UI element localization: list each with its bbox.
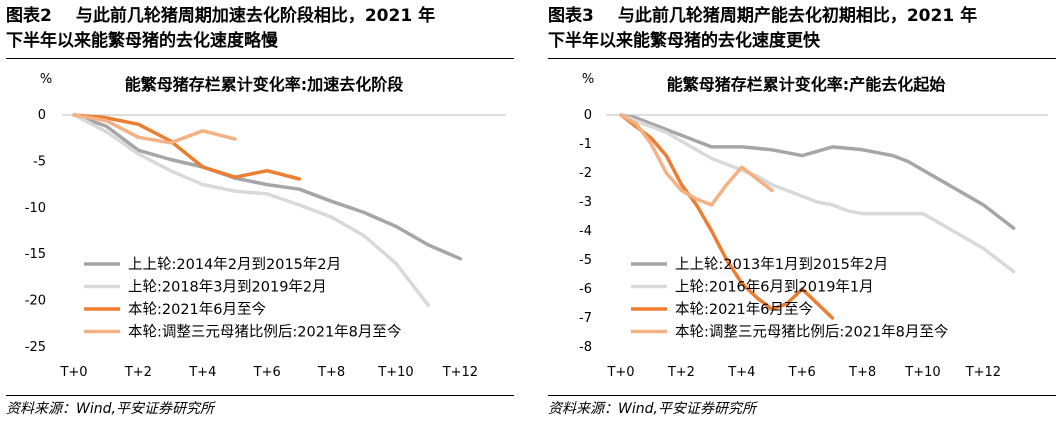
source-divider (548, 395, 1056, 396)
figure-title-line2: 下半年以来能繁母猪的去化速度更快 (548, 31, 820, 51)
title-divider (548, 58, 1056, 59)
legend-label: 本轮:调整三元母猪比例后:2021年8月至今 (128, 324, 401, 341)
legend-label: 本轮:调整三元母猪比例后:2021年8月至今 (675, 324, 948, 341)
y-tick-label: -2 (579, 166, 592, 181)
x-tick-label: T+0 (606, 365, 634, 380)
x-tick-label: T+8 (317, 365, 345, 380)
series-layer (619, 113, 1016, 320)
source-divider (6, 395, 514, 396)
series-line-2 (619, 113, 835, 320)
series-line-2 (72, 113, 302, 181)
series-line-0 (619, 113, 1016, 230)
y-tick-label: -3 (579, 195, 592, 210)
y-tick-label: -8 (579, 340, 592, 355)
y-tick-label: 0 (38, 108, 46, 123)
y-tick-label: -5 (579, 253, 592, 268)
x-tick-label: T+4 (188, 365, 216, 380)
series-line-1 (72, 113, 430, 307)
x-tick-label: T+8 (848, 365, 876, 380)
series-line-1 (619, 113, 1016, 274)
y-tick-label: -20 (25, 294, 46, 309)
y-tick-label: -15 (25, 247, 46, 262)
legend-label: 本轮:2021年6月至今 (675, 301, 813, 318)
x-tick-label: T+6 (788, 365, 816, 380)
series-line-3 (72, 113, 237, 145)
x-tick-label: T+2 (667, 365, 695, 380)
legend: 上上轮:2013年1月到2015年2月上轮:2016年6月到2019年1月本轮:… (631, 256, 948, 341)
figure-title: 图表2 与此前几轮猪周期加速去化阶段相比，2021 年 下半年以来能繁母猪的去化速… (6, 4, 516, 54)
series-line-0 (72, 113, 463, 261)
y-tick-label: -7 (579, 311, 592, 326)
legend-label: 本轮:2021年6月至今 (128, 301, 266, 318)
legend-label: 上轮:2016年6月到2019年1月 (675, 279, 874, 296)
series-layer (72, 113, 463, 307)
x-tick-label: T+10 (904, 365, 940, 380)
legend-label: 上上轮:2013年1月到2015年2月 (675, 256, 888, 273)
y-tick-label: -1 (579, 137, 592, 152)
chart-title: 能繁母猪存栏累计变化率:加速去化阶段 (125, 75, 404, 94)
figure-panel-right: 图表3 与此前几轮猪周期产能去化初期相比，2021 年 下半年以来能繁母猪的去化速… (548, 0, 1060, 423)
x-tick-label: T+10 (377, 365, 413, 380)
y-tick-label: -6 (579, 282, 592, 297)
y-tick-label: 0 (584, 108, 592, 123)
series-line-3 (619, 113, 774, 207)
y-tick-label: -25 (25, 340, 46, 355)
figure-title-line1: 与此前几轮猪周期加速去化阶段相比，2021 年 (75, 6, 436, 26)
title-divider (6, 58, 514, 59)
x-tick-label: T+12 (965, 365, 1001, 380)
figure-title-line2: 下半年以来能繁母猪的去化速度略慢 (6, 31, 278, 51)
y-unit-label: % (40, 72, 52, 87)
y-tick-label: -5 (33, 154, 46, 169)
figure-title: 图表3 与此前几轮猪周期产能去化初期相比，2021 年 下半年以来能繁母猪的去化速… (548, 4, 1058, 54)
source-note: 资料来源：Wind,平安证券研究所 (6, 401, 214, 417)
legend: 上上轮:2014年2月到2015年2月上轮:2018年3月到2019年2月本轮:… (84, 256, 401, 341)
source-note: 资料来源：Wind,平安证券研究所 (548, 401, 756, 417)
axes: 0 -1 -2 -3 -4 -5 -6 -7 -8 T+0 T+2 T+4 T+6 T+8 T+10 T+12 (579, 108, 1048, 380)
figure-label: 图表2 (6, 6, 52, 26)
chart-title: 能繁母猪存栏累计变化率:产能去化起始 (667, 75, 945, 94)
figure-title-line1: 与此前几轮猪周期产能去化初期相比，2021 年 (617, 6, 978, 26)
x-tick-label: T+0 (59, 365, 87, 380)
figure-label: 图表3 (548, 6, 594, 26)
x-tick-label: T+12 (442, 365, 478, 380)
legend-label: 上轮:2018年3月到2019年2月 (128, 279, 327, 296)
y-tick-label: -4 (579, 224, 592, 239)
y-unit-label: % (582, 72, 594, 87)
axes: 0 -5 -10 -15 -20 -25 T+0 T+2 T+4 T+6 T+8 T+10 T+12 (25, 108, 506, 380)
figure-panel-left: 图表2 与此前几轮猪周期加速去化阶段相比，2021 年 下半年以来能繁母猪的去化速… (6, 0, 521, 423)
x-tick-label: T+6 (253, 365, 281, 380)
legend-label: 上上轮:2014年2月到2015年2月 (128, 256, 341, 273)
x-tick-label: T+4 (727, 365, 755, 380)
y-tick-label: -10 (25, 201, 46, 216)
x-tick-label: T+2 (124, 365, 152, 380)
line-chart: 能繁母猪存栏累计变化率:产能去化起始 % 0 -1 -2 -3 -4 -5 -6 -7 -8 T+… (579, 72, 1048, 380)
line-chart: 能繁母猪存栏累计变化率:加速去化阶段 % 0 -5 -10 -15 -20 -25 T+0 T… (25, 72, 506, 380)
